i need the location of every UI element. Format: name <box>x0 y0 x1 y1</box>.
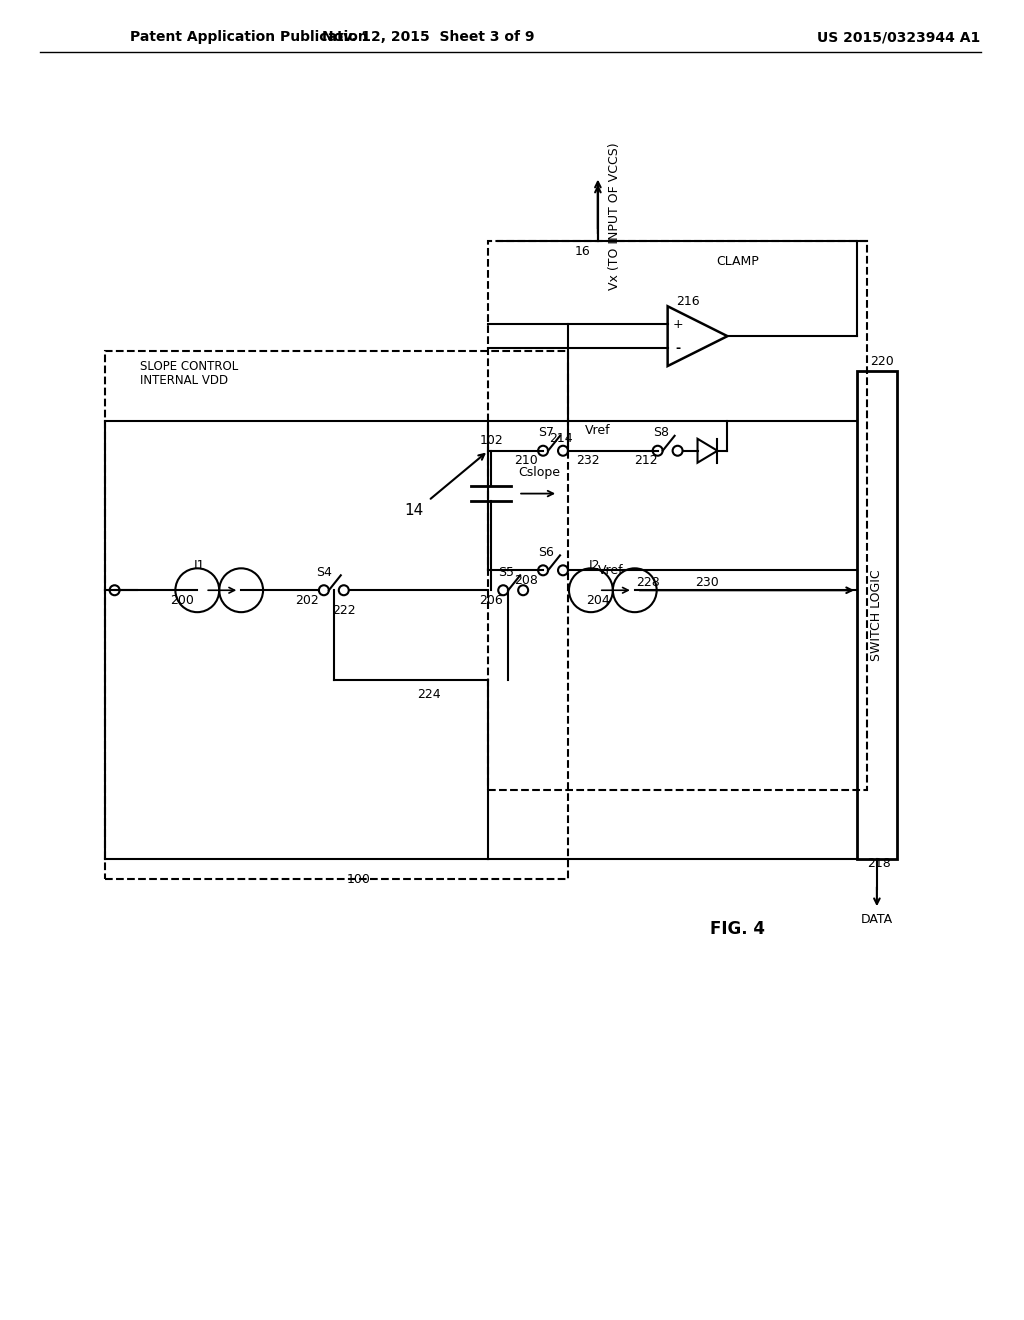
Text: 202: 202 <box>295 594 318 607</box>
Text: Patent Application Publication: Patent Application Publication <box>130 30 368 44</box>
Text: I1: I1 <box>194 558 205 572</box>
Text: 206: 206 <box>479 594 503 607</box>
Text: 230: 230 <box>695 576 720 589</box>
Bar <box>857 371 897 859</box>
Text: Vref: Vref <box>598 564 624 577</box>
Text: SLOPE CONTROL: SLOPE CONTROL <box>139 359 238 372</box>
Text: 102: 102 <box>479 434 503 447</box>
Text: S4: S4 <box>316 566 332 578</box>
Text: 212: 212 <box>634 454 657 467</box>
Text: 228: 228 <box>636 576 659 589</box>
Text: 214: 214 <box>549 432 572 445</box>
Text: 220: 220 <box>870 355 894 367</box>
Text: Cslope: Cslope <box>518 466 560 479</box>
Text: 222: 222 <box>332 603 355 616</box>
Text: S6: S6 <box>539 546 554 558</box>
Text: Vref: Vref <box>585 424 610 437</box>
Text: FIG. 4: FIG. 4 <box>710 920 765 939</box>
Text: -: - <box>675 342 680 355</box>
Text: Nov. 12, 2015  Sheet 3 of 9: Nov. 12, 2015 Sheet 3 of 9 <box>323 30 535 44</box>
Text: 210: 210 <box>514 454 538 467</box>
Text: 100: 100 <box>347 873 371 886</box>
Text: 232: 232 <box>577 454 600 467</box>
Text: 218: 218 <box>867 857 891 870</box>
Text: 16: 16 <box>575 246 591 257</box>
Text: INTERNAL VDD: INTERNAL VDD <box>139 375 227 388</box>
Text: DATA: DATA <box>861 912 893 925</box>
Text: SWITCH LOGIC: SWITCH LOGIC <box>870 569 884 661</box>
Text: I2: I2 <box>589 558 601 572</box>
Text: 14: 14 <box>403 503 423 517</box>
Text: S8: S8 <box>652 426 669 440</box>
Text: S5: S5 <box>499 566 514 578</box>
Text: 224: 224 <box>417 688 440 701</box>
Text: US 2015/0323944 A1: US 2015/0323944 A1 <box>817 30 980 44</box>
Text: 216: 216 <box>676 294 699 308</box>
Text: 204: 204 <box>586 594 609 607</box>
Text: CLAMP: CLAMP <box>716 255 759 268</box>
Text: 208: 208 <box>514 574 538 587</box>
Text: 200: 200 <box>170 594 195 607</box>
Text: Vx (TO INPUT OF VCCS): Vx (TO INPUT OF VCCS) <box>608 143 621 290</box>
Text: S7: S7 <box>538 426 554 440</box>
Text: +: + <box>673 318 683 331</box>
